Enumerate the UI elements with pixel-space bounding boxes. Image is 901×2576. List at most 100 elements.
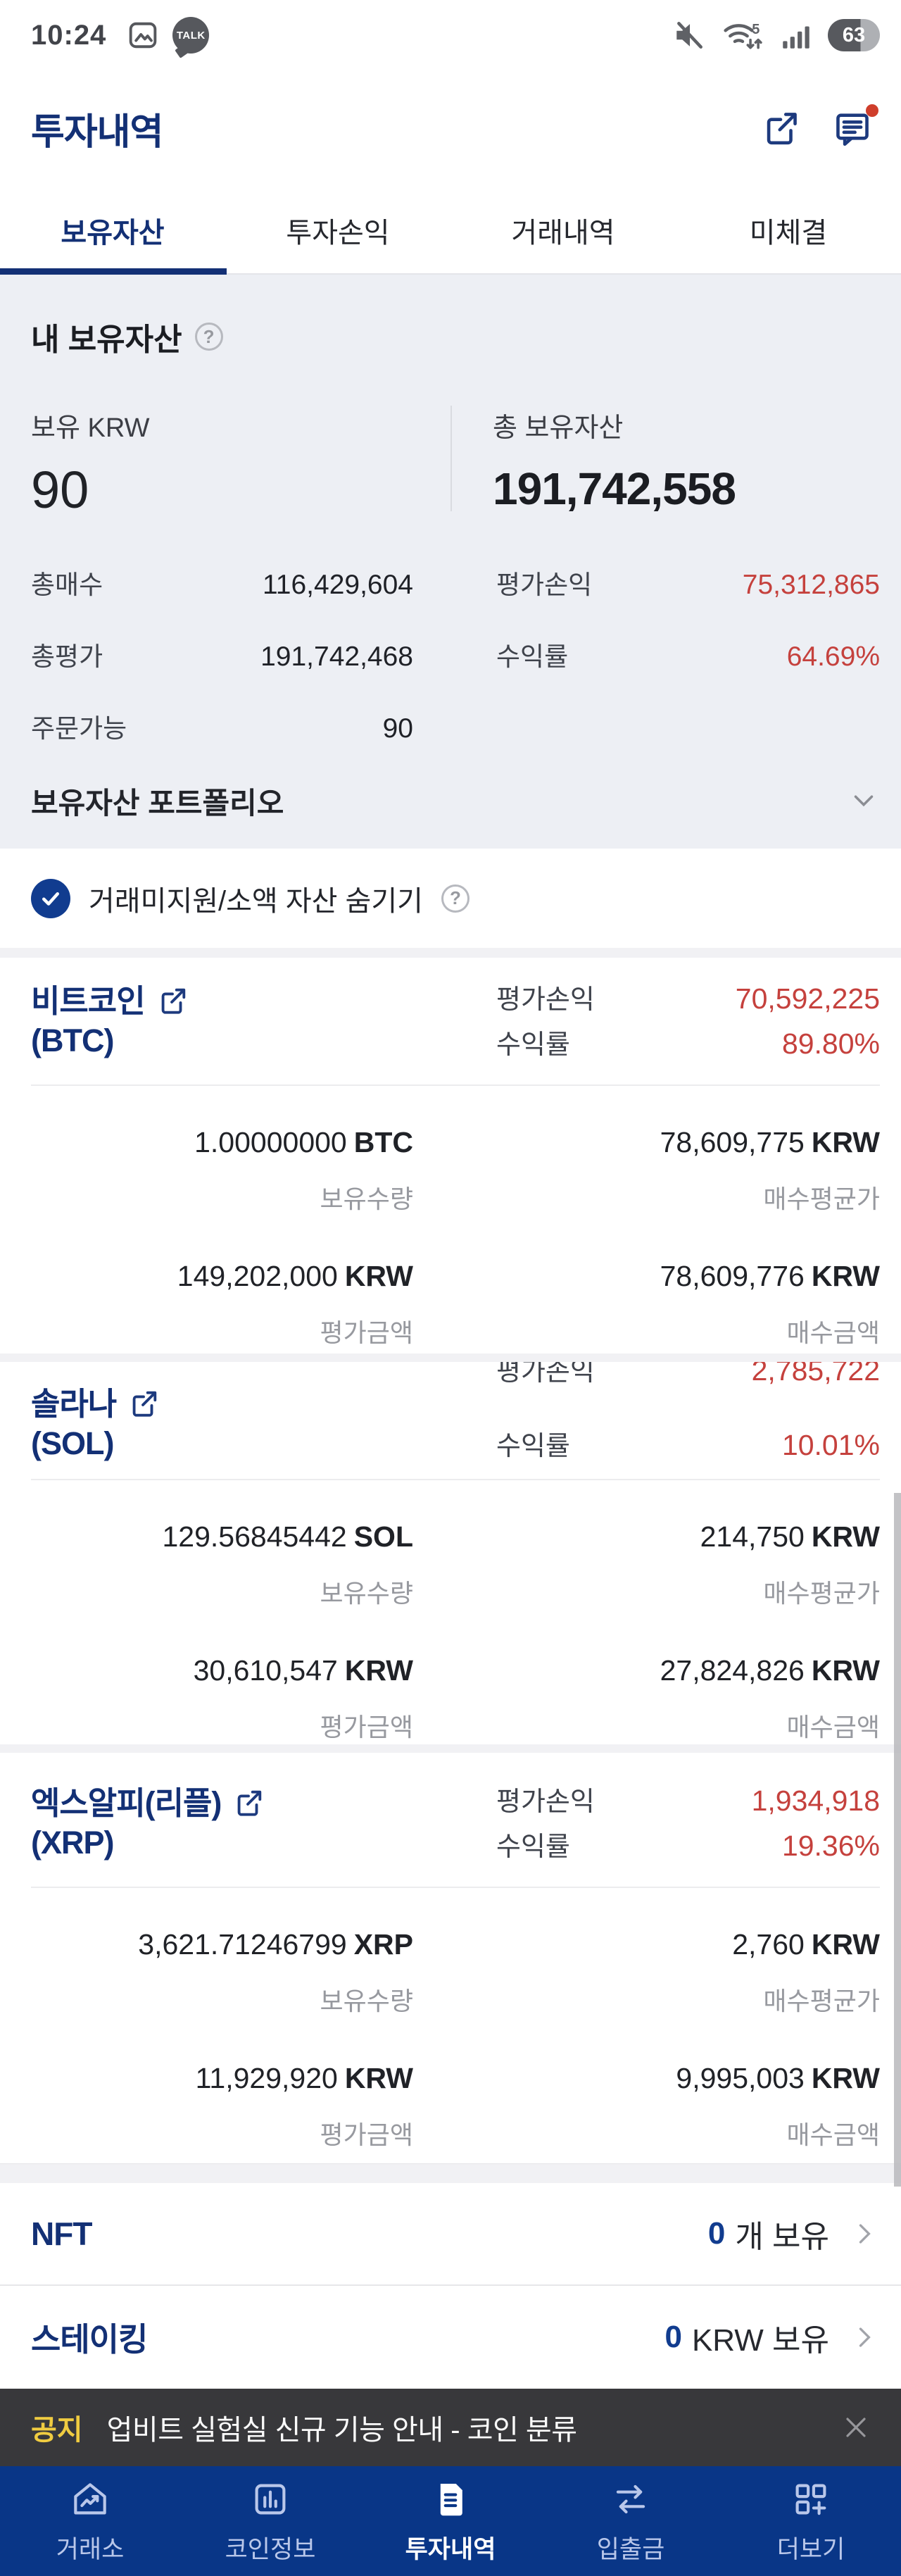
close-icon[interactable] [839, 2411, 873, 2444]
staking-count: 0 [664, 2320, 682, 2354]
krw-balance-label: 보유 KRW [31, 413, 150, 443]
nav-label: 코인정보 [225, 2535, 316, 2563]
pl-label: 평가손익 [496, 570, 593, 599]
quantity-label: 보유수량 [320, 1579, 413, 1608]
buy-amount-value: 27,824,826 KRW [660, 1654, 880, 1687]
notice-badge: 공지 [31, 2415, 83, 2446]
section-divider [0, 1744, 901, 1753]
eval-amount-value: 149,202,000 KRW [177, 1260, 413, 1292]
hide-small-assets-row: 거래미지원/소액 자산 숨기기 ? [0, 849, 901, 948]
avg-price-label: 매수평균가 [763, 1184, 880, 1213]
section-divider [0, 948, 901, 958]
chevron-right-icon [849, 2218, 880, 2249]
nav-label: 투자내역 [405, 2535, 496, 2563]
portfolio-accordion[interactable]: 보유자산 포트폴리오 [31, 779, 880, 823]
pl-value: 70,592,225 [735, 982, 880, 1015]
messages-icon[interactable] [832, 104, 878, 149]
nav-label: 거래소 [56, 2535, 125, 2563]
notice-text: 업비트 실험실 신규 기능 안내 - 코인 분류 [106, 2415, 577, 2446]
divider [31, 1479, 880, 1480]
summary-heading: 내 보유자산 [31, 323, 182, 357]
total-assets-value: 191,742,558 [493, 463, 736, 514]
staking-row[interactable]: 스테이킹 0 KRW 보유 [0, 2286, 901, 2389]
tab-open-orders[interactable]: 미체결 [749, 217, 828, 249]
nav-label: 입출금 [596, 2535, 665, 2563]
asset-card-btc: 비트코인 (BTC) 평가손익 70,592,225 수익률 89.80% [0, 958, 901, 1353]
clipped-row: 평가손익 2,785,722 [496, 1362, 880, 1397]
quantity-label: 보유수량 [320, 1987, 413, 2015]
scrollbar[interactable] [894, 1493, 901, 2187]
total-assets-label: 총 보유자산 [493, 413, 624, 443]
orderable-value: 90 [382, 713, 413, 744]
share-icon[interactable] [127, 1388, 160, 1420]
tab-holdings[interactable]: 보유자산 [61, 217, 165, 249]
coin-ticker: (XRP) [31, 1825, 115, 1861]
nav-more[interactable]: 더보기 [721, 2466, 901, 2576]
staking-suffix: KRW 보유 [691, 2323, 829, 2358]
quantity-value: 3,621.71246799 XRP [138, 1928, 413, 1961]
yield-value: 89.80% [781, 1027, 880, 1060]
buy-amount-label: 매수금액 [786, 1713, 880, 1742]
asset-card-sol: 솔라나 (SOL) 평가손익 2,785,722 수익률 10.01% [0, 1362, 901, 1744]
wifi-icon: 5 [721, 15, 764, 55]
coin-name: 비트코인 [31, 983, 146, 1019]
buy-amount-label: 매수금액 [786, 1318, 880, 1347]
asset-card-xrp: 엑스알피(리플) (XRP) 평가손익 1,934,918 수익률 19.36% [0, 1753, 901, 2163]
total-buy-label: 총매수 [31, 570, 103, 599]
yield-label: 수익률 [496, 642, 569, 671]
exchange-icon [68, 2477, 112, 2521]
tab-bar: 보유자산 투자손익 거래내역 미체결 [0, 187, 901, 275]
section-divider [0, 2163, 901, 2183]
yield-label: 수익률 [496, 1832, 570, 1862]
nav-coin-info[interactable]: 코인정보 [180, 2466, 360, 2576]
share-icon[interactable] [760, 108, 801, 149]
buy-amount-label: 매수금액 [786, 2120, 880, 2149]
share-icon[interactable] [232, 1787, 265, 1820]
portfolio-label: 보유자산 포트폴리오 [31, 786, 284, 820]
pl-label: 평가손익 [496, 985, 595, 1015]
yield-value: 10.01% [781, 1429, 880, 1461]
divider [31, 1084, 880, 1086]
nav-exchange[interactable]: 거래소 [0, 2466, 180, 2576]
coin-ticker: (SOL) [31, 1425, 114, 1461]
nft-row[interactable]: NFT 0 개 보유 [0, 2183, 901, 2286]
column-divider [450, 406, 452, 511]
avg-price-label: 매수평균가 [763, 1579, 880, 1608]
status-bar: 10:24 TALK 5 [0, 0, 901, 70]
avg-price-value: 214,750 KRW [700, 1520, 880, 1553]
nft-suffix: 개 보유 [735, 2220, 829, 2254]
nav-deposits-withdrawals[interactable]: 입출금 [541, 2466, 721, 2576]
krw-balance-value: 90 [31, 461, 89, 519]
yield-value: 19.36% [781, 1830, 880, 1862]
yield-label: 수익률 [496, 1432, 570, 1461]
mute-icon [672, 18, 707, 53]
coin-name: 엑스알피(리플) [31, 1785, 222, 1821]
investments-icon [429, 2477, 472, 2521]
share-icon[interactable] [156, 985, 189, 1018]
avg-price-value: 78,609,775 KRW [660, 1126, 880, 1158]
tab-trade-history[interactable]: 거래내역 [511, 217, 615, 249]
app-header: 투자내역 [0, 70, 901, 187]
eval-amount-value: 11,929,920 KRW [195, 2062, 413, 2094]
help-icon[interactable]: ? [441, 884, 470, 913]
staking-label: 스테이킹 [31, 2321, 148, 2358]
section-divider [0, 1353, 901, 1362]
tab-profit-loss[interactable]: 투자손익 [286, 217, 390, 249]
nft-count: 0 [707, 2216, 726, 2251]
nav-label: 더보기 [776, 2535, 845, 2563]
eval-amount-label: 평가금액 [320, 2120, 413, 2149]
buy-amount-value: 9,995,003 KRW [676, 2062, 880, 2094]
buy-amount-value: 78,609,776 KRW [660, 1260, 880, 1292]
total-eval-value: 191,742,468 [260, 642, 413, 672]
pl-label: 평가손익 [496, 1787, 595, 1817]
help-icon[interactable]: ? [194, 323, 223, 351]
coin-ticker: (BTC) [31, 1023, 114, 1058]
chevron-right-icon [849, 2322, 880, 2353]
signal-icon [779, 18, 814, 53]
battery-indicator: 63 [828, 19, 880, 51]
checkbox-checked[interactable] [31, 878, 70, 918]
transfer-icon [609, 2477, 653, 2521]
nav-investments[interactable]: 투자내역 [360, 2466, 541, 2576]
bottom-navigation: 거래소 코인정보 투자내역 [0, 2466, 901, 2576]
notice-banner[interactable]: 공지 업비트 실험실 신규 기능 안내 - 코인 분류 [0, 2389, 901, 2466]
